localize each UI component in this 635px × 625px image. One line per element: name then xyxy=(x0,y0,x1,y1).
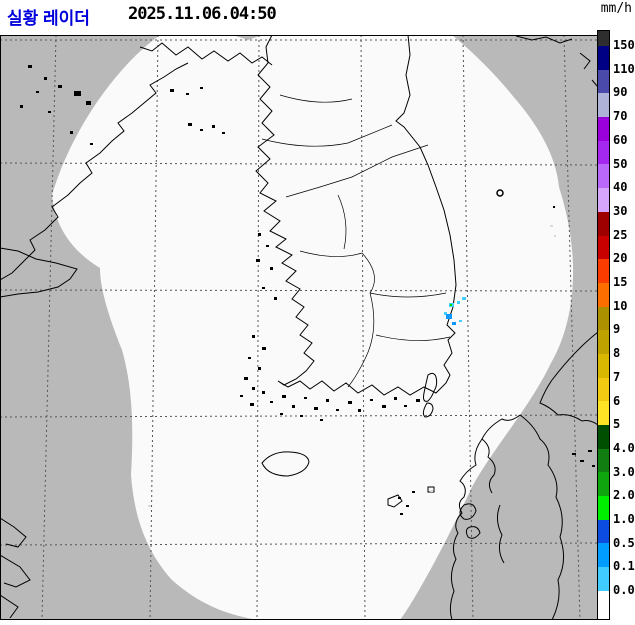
colorbar-segment xyxy=(598,140,609,165)
radar-title: 실황 레이더 xyxy=(7,9,90,28)
colorbar-segment xyxy=(598,164,609,189)
echo-speck xyxy=(459,320,462,322)
colorbar-label: 15 xyxy=(613,275,628,289)
colorbar-segment xyxy=(598,46,609,70)
colorbar-segment xyxy=(598,519,609,544)
echo-speck xyxy=(457,301,460,304)
echo-speck xyxy=(452,322,456,325)
colorbar-label: 5 xyxy=(613,417,621,432)
unit-label: mm/h xyxy=(600,1,632,16)
colorbar-segment xyxy=(598,259,609,283)
island-ulleung xyxy=(496,189,504,197)
coastline-china xyxy=(0,42,273,619)
colorbar-segment xyxy=(598,188,609,212)
colorbar-label: 4.0 xyxy=(613,440,635,455)
echo-speck xyxy=(450,304,452,306)
precipitation-echoes xyxy=(148,225,556,507)
colorbar-segment xyxy=(598,496,609,520)
coverage-area xyxy=(52,35,574,620)
colorbar-segment xyxy=(598,425,609,449)
colorbar-label: 0.1 xyxy=(613,559,635,574)
colorbar-label: 30 xyxy=(613,203,628,218)
colorbar-segment xyxy=(598,330,609,354)
islands-japan xyxy=(398,450,595,515)
colorbar-label: 0.5 xyxy=(613,535,635,550)
colorbar-label: 7 xyxy=(613,369,621,384)
colorbar-segment xyxy=(598,117,609,141)
colorbar-segment xyxy=(598,472,609,497)
echo-speck xyxy=(430,490,433,492)
colorbar-label: 150 xyxy=(613,38,635,52)
colorbar-label: 8 xyxy=(613,346,621,361)
colorbar-label: 50 xyxy=(613,156,628,171)
islands-korea xyxy=(188,123,420,421)
colorbar-segment xyxy=(598,235,609,260)
colorbar-label: 9 xyxy=(613,322,621,337)
colorbar-label: 3.0 xyxy=(613,464,635,479)
colorbar-segment xyxy=(598,69,609,94)
colorbar-segment xyxy=(598,211,609,236)
colorbar-segment xyxy=(598,567,609,591)
colorbar xyxy=(597,30,610,620)
colorbar-segment xyxy=(598,282,609,307)
echo-speck xyxy=(444,312,447,315)
island-tsushima xyxy=(422,372,438,418)
echo-speck xyxy=(550,225,553,227)
colorbar-label: 25 xyxy=(613,227,628,242)
colorbar-label: 0.0 xyxy=(613,583,635,598)
island-dokdo xyxy=(553,206,555,208)
echo-speck xyxy=(554,235,556,237)
colorbar-segment xyxy=(598,93,609,118)
colorbar-label: 70 xyxy=(613,109,628,124)
colorbar-segment xyxy=(598,448,609,473)
colorbar-segment xyxy=(598,377,609,402)
colorbar-segment xyxy=(598,353,609,378)
colorbar-label: 2.0 xyxy=(613,488,635,503)
colorbar-label: 1.0 xyxy=(613,512,635,526)
coastline-korea xyxy=(255,34,457,396)
colorbar-segment xyxy=(598,401,609,425)
colorbar-segment xyxy=(598,31,609,46)
echo-speck xyxy=(446,314,452,319)
echo-speck xyxy=(462,297,466,300)
colorbar-label: 90 xyxy=(613,85,628,100)
colorbar-segment xyxy=(598,306,609,331)
colorbar-segment xyxy=(598,543,609,568)
radar-map xyxy=(0,34,599,621)
islands-china xyxy=(20,65,203,145)
colorbar-label: 40 xyxy=(613,180,628,195)
colorbar-label: 20 xyxy=(613,251,628,266)
echo-speck xyxy=(148,505,151,507)
colorbar-label: 110 xyxy=(613,61,635,76)
timestamp: 2025.11.06.04:50 xyxy=(128,4,277,24)
colorbar-label: 60 xyxy=(613,132,628,147)
colorbar-label: 10 xyxy=(613,298,628,313)
island-jeju xyxy=(261,451,310,477)
colorbar-label: 6 xyxy=(613,393,621,408)
colorbar-segment xyxy=(598,590,609,619)
